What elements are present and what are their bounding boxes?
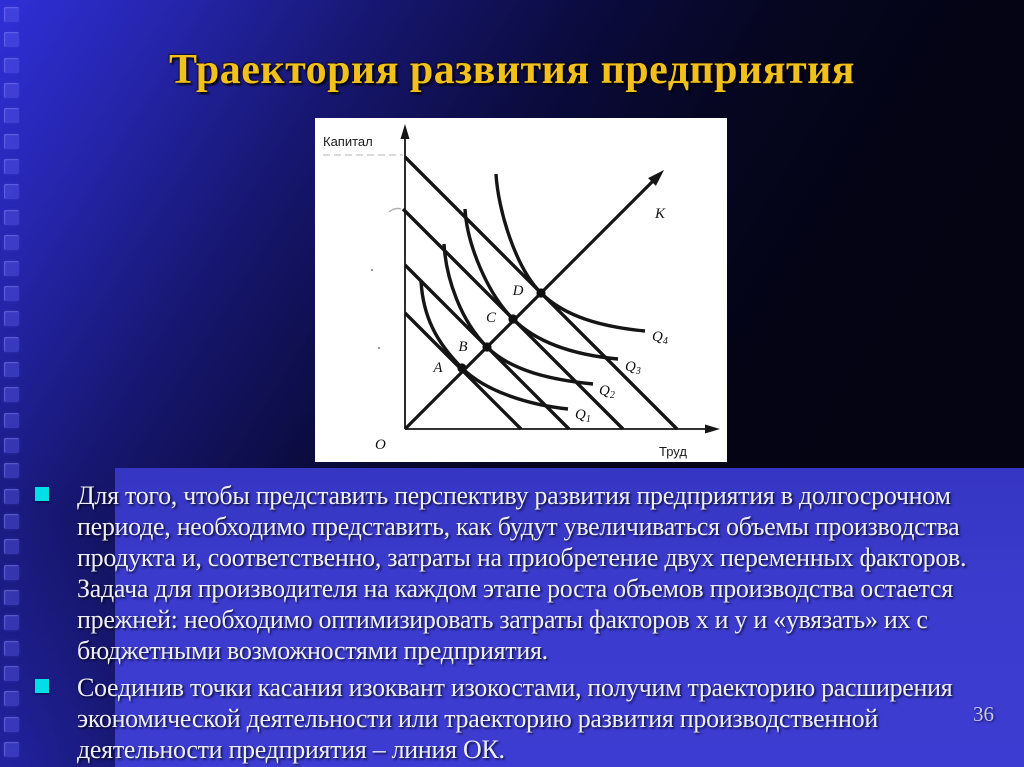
- film-square-decoration: [4, 590, 19, 606]
- tangency-point-b: [482, 342, 492, 352]
- film-square-decoration: [4, 159, 19, 175]
- text-line: Для того, чтобы представить перспективу …: [77, 481, 951, 510]
- film-square-decoration: [4, 742, 19, 758]
- film-square-decoration: [4, 539, 19, 555]
- isoquant-label-q3: Q3: [625, 359, 641, 377]
- text-line: продукта и, соответственно, затраты на п…: [77, 543, 967, 572]
- point-label-b: B: [458, 339, 467, 355]
- isoquant-label-q4: Q4: [652, 329, 668, 347]
- isoquant-label-q1: Q1: [575, 407, 591, 425]
- bullet-text-1: Для того, чтобы представить перспективу …: [77, 480, 1012, 666]
- film-square-decoration: [4, 133, 19, 149]
- y-axis-label: Капитал: [323, 134, 373, 149]
- film-square-decoration: [4, 108, 19, 124]
- tangency-point-d: [536, 288, 546, 298]
- text-line: периоде, необходимо представить, как буд…: [77, 512, 960, 541]
- text-highlight-panel: Для того, чтобы представить перспективу …: [35, 468, 1024, 767]
- origin-label: O: [375, 437, 386, 453]
- film-square-decoration: [4, 311, 19, 327]
- scan-artifact-dot: [377, 346, 381, 350]
- film-square-decoration: [4, 83, 19, 99]
- scan-artifact-mark: [388, 207, 402, 213]
- text-line: деятельности предприятия – линия ОК.: [77, 735, 505, 764]
- isoquant-isocost-diagram: Капитал Труд O K A B C D Q1 Q2 Q3 Q4: [323, 124, 720, 459]
- film-square-decoration: [4, 387, 19, 403]
- film-square-decoration: [4, 412, 19, 428]
- isoquant-curve-q3: [463, 208, 619, 361]
- tangency-point-a: [457, 363, 467, 373]
- film-square-decoration: [4, 235, 19, 251]
- film-square-decoration: [4, 57, 19, 73]
- film-square-decoration: [4, 260, 19, 276]
- ray-arrow-icon: [648, 170, 664, 186]
- film-square-decoration: [4, 666, 19, 682]
- film-square-decoration: [4, 615, 19, 631]
- film-square-decoration: [4, 564, 19, 580]
- text-line: Соединив точки касания изоквант изокоста…: [77, 673, 953, 702]
- scan-artifact-dot: [370, 268, 374, 272]
- x-axis-label: Труд: [659, 444, 687, 459]
- bullet-item-2: Соединив точки касания изоквант изокоста…: [35, 672, 1012, 765]
- diagram-panel: Капитал Труд O K A B C D Q1 Q2 Q3 Q4: [315, 118, 727, 462]
- text-line: экономической деятельности или траектори…: [77, 704, 878, 733]
- page-number: 36: [973, 702, 994, 726]
- slide-title: Траектория развития предприятия: [168, 47, 856, 93]
- film-square-decoration: [4, 514, 19, 529]
- bullet-item-1: Для того, чтобы представить перспективу …: [35, 480, 1012, 666]
- film-square-decoration: [4, 336, 19, 352]
- film-square-decoration: [4, 463, 19, 479]
- text-line: прежней: необходимо оптимизировать затра…: [77, 605, 928, 634]
- isoquant-curve-q4: [494, 173, 646, 333]
- point-label-d: D: [512, 283, 524, 299]
- bullet-square-icon: [35, 487, 49, 501]
- ray-label: K: [654, 206, 666, 222]
- isoquant-label-q2: Q2: [599, 383, 615, 401]
- text-line: Задача для производителя на каждом этапе…: [77, 574, 953, 603]
- point-label-a: A: [432, 360, 443, 376]
- film-square-decoration: [4, 361, 19, 377]
- film-square-decoration: [4, 488, 19, 504]
- film-square-decoration: [4, 7, 19, 22]
- expansion-path-ray: [403, 177, 657, 431]
- film-square-decoration: [4, 640, 19, 656]
- filmstrip-decoration: [0, 0, 30, 767]
- tangency-point-c: [508, 314, 518, 324]
- bullet-square-icon: [35, 679, 49, 693]
- film-square-decoration: [4, 716, 19, 732]
- y-axis-arrow-icon: [400, 124, 410, 139]
- film-square-decoration: [4, 184, 19, 200]
- text-line: бюджетными возможностями предприятия.: [77, 636, 548, 665]
- bullet-text-2: Соединив точки касания изоквант изокоста…: [77, 672, 1012, 765]
- film-square-decoration: [4, 32, 19, 48]
- point-label-c: C: [486, 310, 497, 326]
- film-square-decoration: [4, 209, 19, 225]
- x-axis-arrow-icon: [705, 424, 720, 434]
- film-square-decoration: [4, 691, 19, 707]
- film-square-decoration: [4, 285, 19, 301]
- film-square-decoration: [4, 437, 19, 453]
